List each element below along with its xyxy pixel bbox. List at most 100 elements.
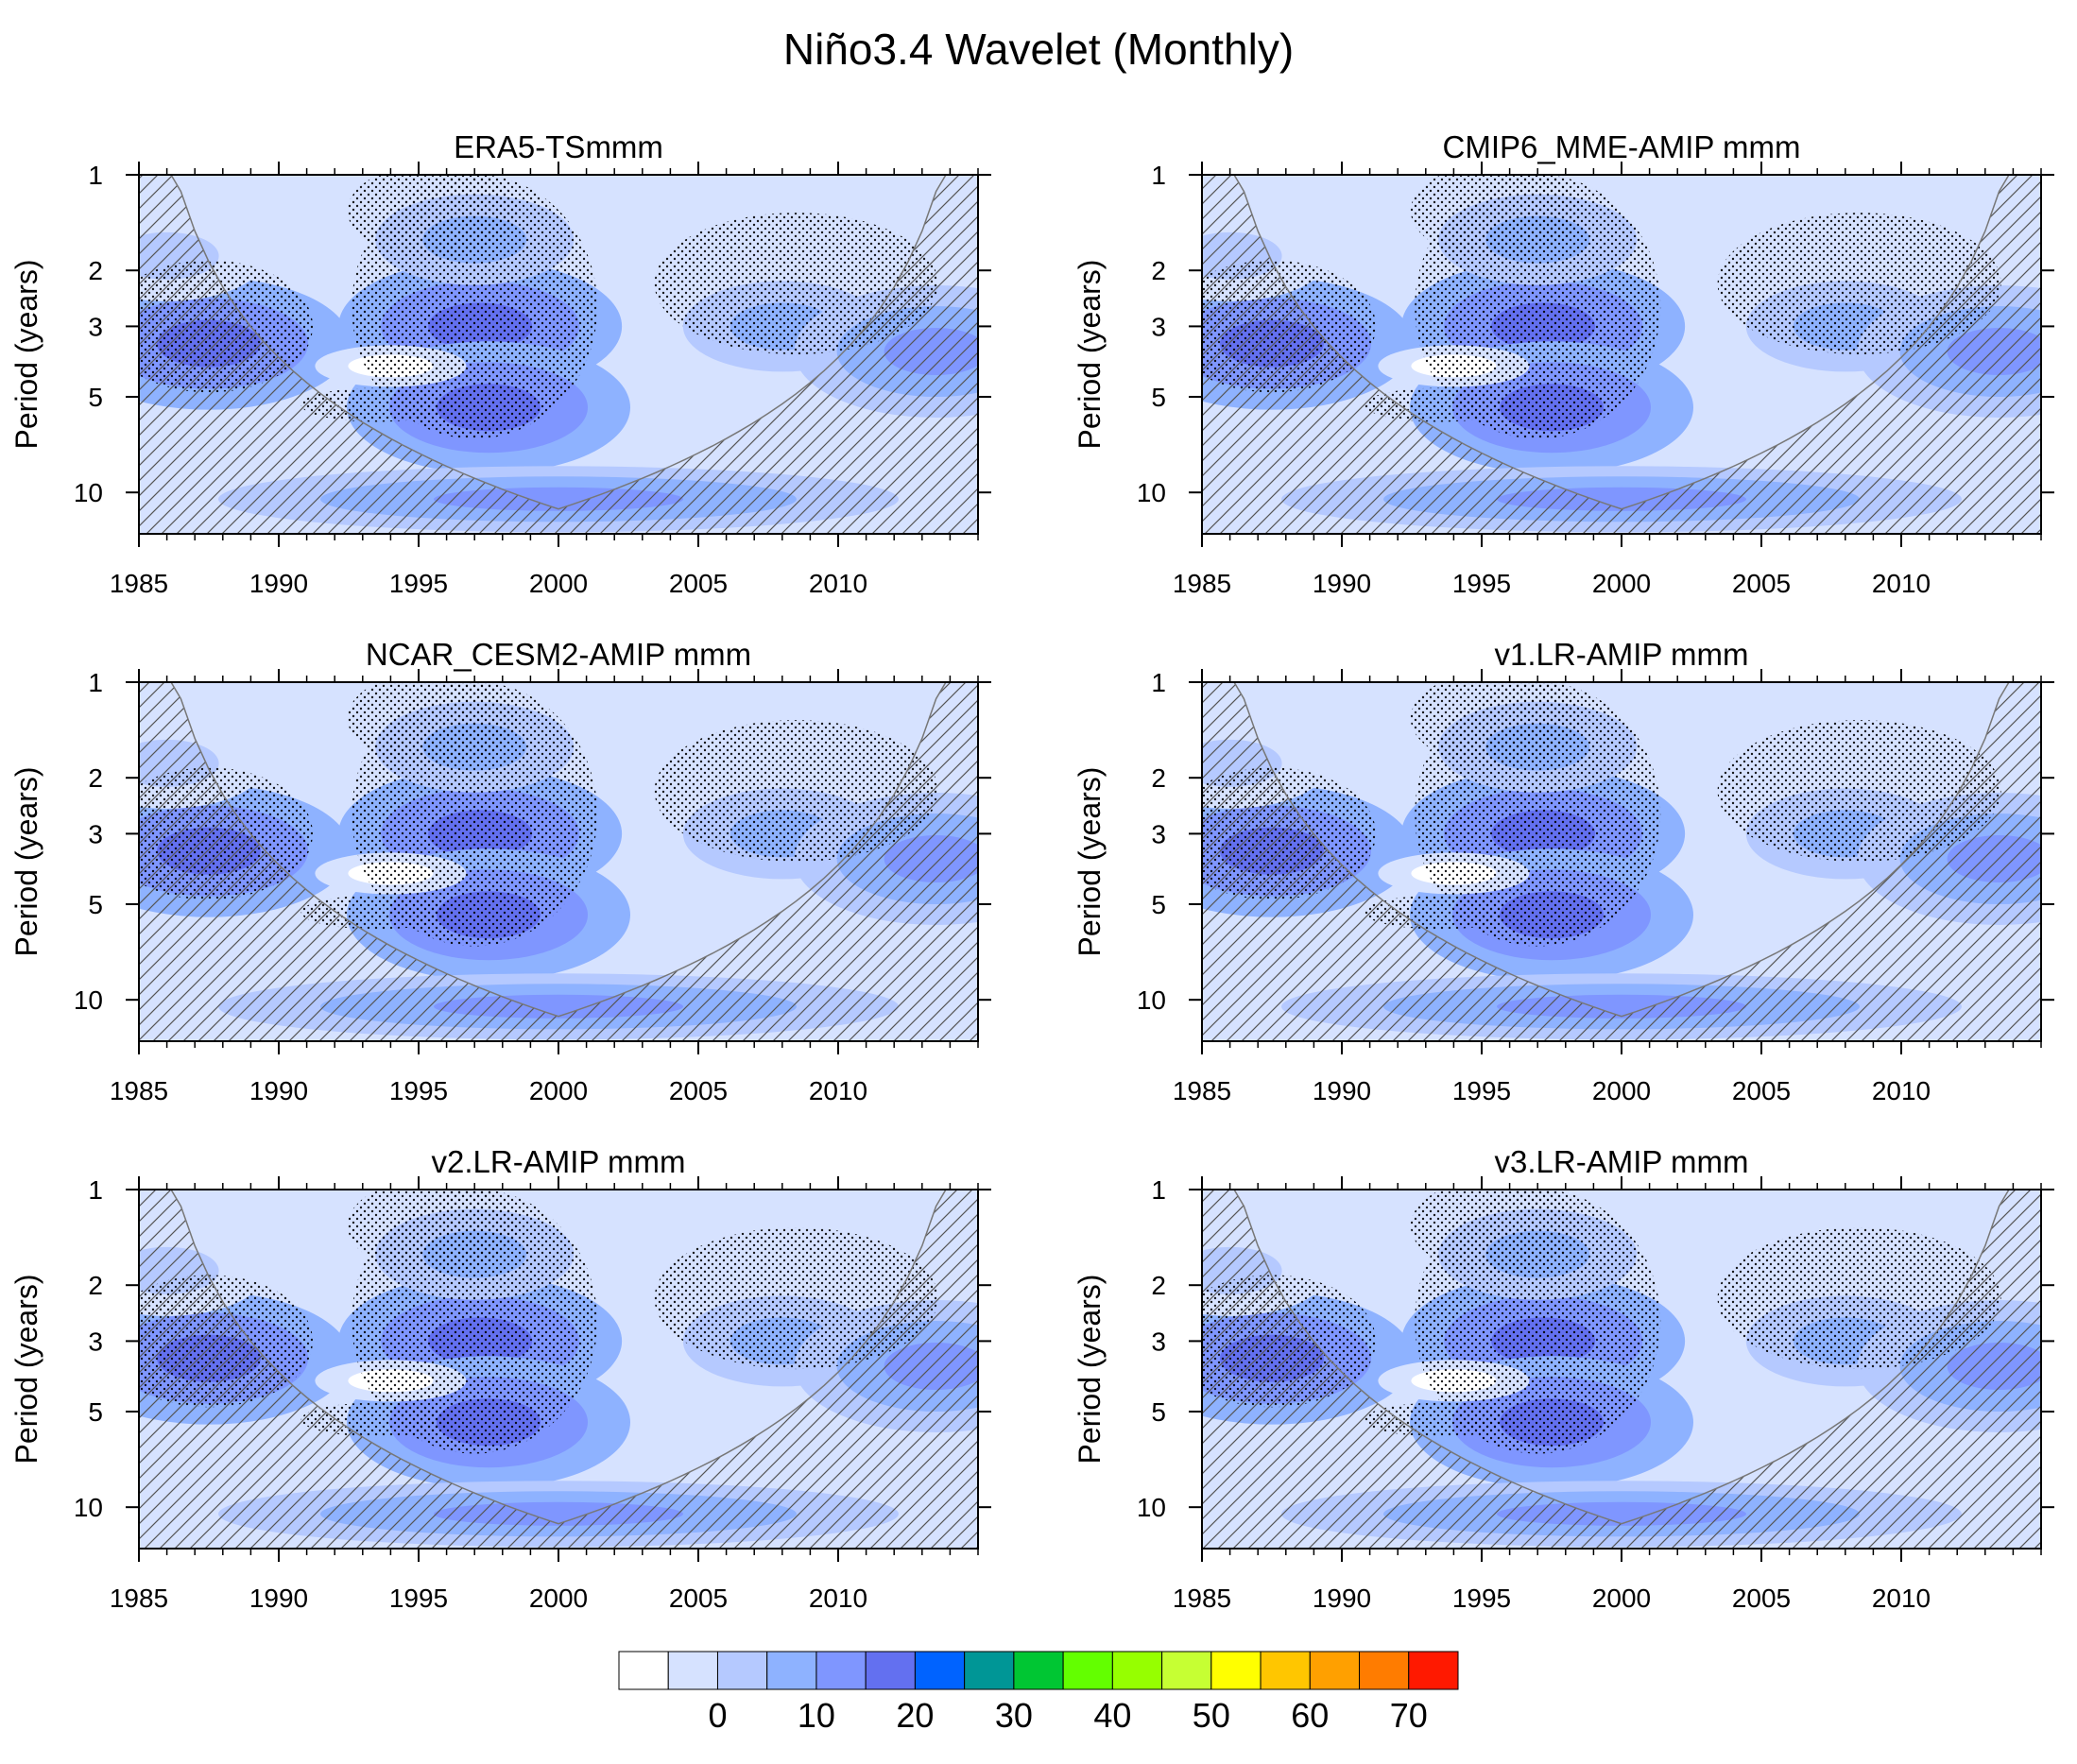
x-tick-label: 1985 bbox=[1173, 1584, 1231, 1613]
colorbar-box bbox=[1260, 1651, 1311, 1690]
x-tick-label: 2010 bbox=[1872, 1584, 1931, 1613]
x-tick-label: 2005 bbox=[1732, 1076, 1791, 1105]
x-tick-label: 1985 bbox=[110, 1076, 168, 1105]
colorbar-tick-label: 70 bbox=[1390, 1696, 1428, 1735]
y-tick-label: 10 bbox=[74, 478, 103, 507]
colorbar-tick-label: 50 bbox=[1193, 1696, 1230, 1735]
x-tick-label: 2010 bbox=[809, 1584, 867, 1613]
x-tick-label: 2005 bbox=[1732, 1584, 1791, 1613]
wavelet-panel: NCAR_CESM2-AMIP mmm 1985 1990 1995 2000 2005 2… bbox=[9, 637, 991, 1105]
figure-title: Niño3.4 Wavelet (Monthly) bbox=[783, 25, 1294, 74]
colorbar-box bbox=[667, 1651, 718, 1690]
significance-stipple bbox=[1717, 213, 2001, 355]
x-tick-label: 1995 bbox=[389, 569, 448, 598]
significance-stipple bbox=[654, 1227, 938, 1370]
cone-of-influence bbox=[1202, 175, 2041, 534]
x-tick-label: 1995 bbox=[1452, 1076, 1511, 1105]
y-tick-label: 3 bbox=[88, 1327, 103, 1356]
panel-title: v3.LR-AMIP mmm bbox=[1495, 1144, 1749, 1179]
wavelet-panel: v3.LR-AMIP mmm 1985 1990 1995 2000 2005 2010 1 2… bbox=[1073, 1144, 2054, 1613]
panel-title: v1.LR-AMIP mmm bbox=[1495, 637, 1749, 672]
colorbar-tick-label: 40 bbox=[1093, 1696, 1131, 1735]
y-tick-label: 1 bbox=[1151, 1175, 1166, 1205]
y-tick-label: 10 bbox=[1137, 478, 1166, 507]
significance-stipple bbox=[1410, 1190, 1581, 1274]
y-tick-label: 1 bbox=[88, 668, 103, 697]
colorbar-tick-label: 30 bbox=[995, 1696, 1033, 1735]
y-tick-label: 3 bbox=[88, 312, 103, 341]
x-tick-label: 2010 bbox=[809, 569, 867, 598]
significance-stipple bbox=[1717, 1227, 2001, 1370]
y-tick-label: 5 bbox=[88, 890, 103, 919]
colorbar-box bbox=[766, 1651, 817, 1690]
colorbar-box bbox=[914, 1651, 966, 1690]
colorbar-box bbox=[1062, 1651, 1113, 1690]
x-tick-label: 2005 bbox=[669, 1584, 728, 1613]
y-tick-label: 3 bbox=[88, 819, 103, 848]
x-tick-label: 1995 bbox=[389, 1076, 448, 1105]
y-axis-label: Period (years) bbox=[1073, 1275, 1107, 1464]
colorbar-box bbox=[1111, 1651, 1163, 1690]
cone-of-influence bbox=[139, 1190, 978, 1549]
wavelet-panel: v2.LR-AMIP mmm 1985 1990 1995 2000 2005 2010 1 2… bbox=[9, 1144, 991, 1613]
y-axis-label: Period (years) bbox=[1073, 767, 1107, 957]
y-tick-label: 2 bbox=[88, 256, 103, 285]
wavelet-panel: CMIP6_MME-AMIP mmm 1985 1990 1995 2000 2005 20… bbox=[1073, 129, 2054, 598]
y-tick-label: 3 bbox=[1151, 312, 1166, 341]
x-tick-label: 1990 bbox=[249, 569, 308, 598]
x-tick-label: 2000 bbox=[529, 569, 588, 598]
y-tick-label: 1 bbox=[88, 1175, 103, 1205]
significance-stipple bbox=[1410, 175, 1581, 259]
y-tick-label: 1 bbox=[1151, 668, 1166, 697]
x-tick-label: 2005 bbox=[1732, 569, 1791, 598]
y-axis-label: Period (years) bbox=[1073, 260, 1107, 450]
y-axis-label: Period (years) bbox=[9, 767, 43, 957]
x-tick-label: 2010 bbox=[809, 1076, 867, 1105]
y-tick-label: 10 bbox=[74, 985, 103, 1015]
x-tick-label: 1990 bbox=[249, 1076, 308, 1105]
y-tick-label: 3 bbox=[1151, 1327, 1166, 1356]
y-tick-label: 10 bbox=[1137, 985, 1166, 1015]
colorbar: 0 10 20 30 40 50 60 70 bbox=[618, 1651, 1459, 1735]
colorbar-box bbox=[1309, 1651, 1361, 1690]
x-tick-label: 2005 bbox=[669, 569, 728, 598]
y-axis-label: Period (years) bbox=[9, 260, 43, 450]
panel-title: ERA5-TSmmm bbox=[454, 129, 663, 164]
y-tick-label: 5 bbox=[1151, 383, 1166, 412]
plot-area bbox=[1202, 1190, 2041, 1549]
panel-title: v2.LR-AMIP mmm bbox=[432, 1144, 686, 1179]
plot-area bbox=[1202, 175, 2041, 534]
x-tick-label: 1990 bbox=[1313, 1076, 1371, 1105]
colorbar-box bbox=[1359, 1651, 1410, 1690]
cone-of-influence bbox=[1202, 1190, 2041, 1549]
significance-stipple bbox=[347, 175, 518, 259]
colorbar-box bbox=[618, 1651, 669, 1690]
colorbar-box bbox=[716, 1651, 768, 1690]
x-tick-label: 1995 bbox=[389, 1584, 448, 1613]
significance-stipple bbox=[1410, 682, 1581, 766]
y-tick-label: 1 bbox=[1151, 161, 1166, 190]
colorbar-box bbox=[1210, 1651, 1262, 1690]
y-tick-label: 2 bbox=[1151, 256, 1166, 285]
x-tick-label: 1985 bbox=[1173, 1076, 1231, 1105]
colorbar-box bbox=[1408, 1651, 1459, 1690]
plot-area bbox=[139, 175, 978, 534]
wavelet-panel: v1.LR-AMIP mmm 1985 1990 1995 2000 2005 2010 1 2… bbox=[1073, 637, 2054, 1105]
y-tick-label: 2 bbox=[88, 1271, 103, 1300]
x-tick-label: 2010 bbox=[1872, 1076, 1931, 1105]
y-tick-label: 5 bbox=[88, 383, 103, 412]
y-tick-label: 10 bbox=[74, 1493, 103, 1522]
cone-of-influence bbox=[139, 175, 978, 534]
plot-area bbox=[1202, 682, 2041, 1041]
colorbar-tick-label: 10 bbox=[798, 1696, 835, 1735]
colorbar-tick-label: 20 bbox=[896, 1696, 934, 1735]
panels-group: ERA5-TSmmm 1985 1990 1995 2000 2005 2010 1 2 3 5 10… bbox=[9, 129, 2054, 1613]
x-tick-label: 2005 bbox=[669, 1076, 728, 1105]
y-axis-label: Period (years) bbox=[9, 1275, 43, 1464]
significance-stipple bbox=[1717, 720, 2001, 863]
cone-of-influence bbox=[139, 682, 978, 1041]
cone-of-influence bbox=[1202, 682, 2041, 1041]
colorbar-tick-label: 60 bbox=[1291, 1696, 1329, 1735]
colorbar-box bbox=[1013, 1651, 1064, 1690]
